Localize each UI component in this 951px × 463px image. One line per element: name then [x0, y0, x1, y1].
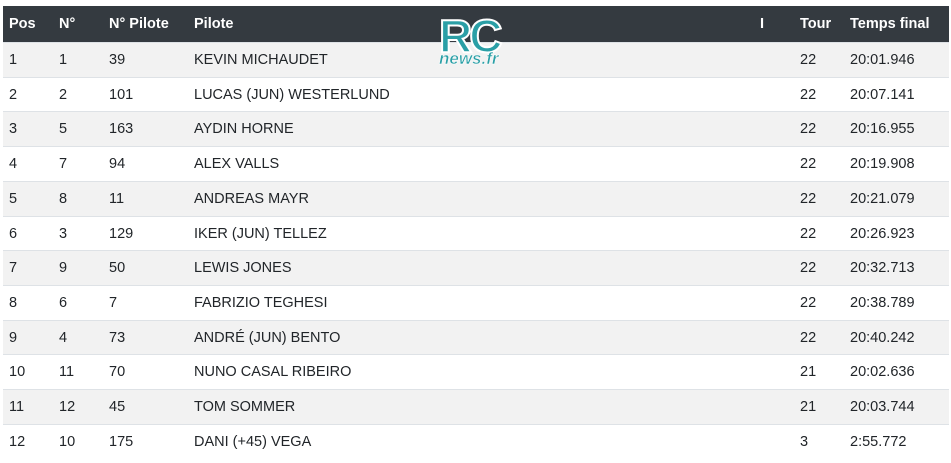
driver-number-cell: 70 [109, 364, 126, 381]
driver-cell: ANDREAS MAYR [194, 190, 309, 207]
header-cell: N° [59, 16, 76, 32]
number-cell: 9 [59, 260, 68, 277]
final-time-cell: 2:55.772 [850, 433, 907, 450]
number-cell: 6 [59, 294, 68, 311]
table-row: 11 12 45 TOM SOMMER 21 20:03.744 [3, 389, 949, 424]
driver-cell: IKER (JUN) TELLEZ [194, 225, 327, 242]
pos-cell: 2 [9, 86, 18, 103]
table-header: Pos N° N° Pilote Pilote I Tour Temps final [3, 6, 949, 42]
driver-number-cell: 101 [109, 86, 134, 103]
laps-cell: 22 [800, 225, 817, 242]
final-time-cell: 20:40.242 [850, 329, 915, 346]
laps-cell: 22 [800, 86, 817, 103]
pos-cell: 11 [9, 399, 25, 415]
logo-main: RC [438, 9, 503, 63]
header-cell: Pilote [194, 16, 234, 32]
driver-number-cell: 129 [109, 225, 134, 242]
driver-cell: DANI (+45) VEGA [194, 433, 312, 450]
laps-cell: 21 [800, 399, 817, 415]
driver-number-cell: 163 [109, 121, 134, 138]
final-time-cell: 20:21.079 [850, 190, 915, 207]
pos-cell: 9 [9, 329, 18, 346]
driver-cell: AYDIN HORNE [194, 121, 294, 138]
laps-cell: 22 [800, 294, 817, 311]
laps-cell: 22 [800, 329, 817, 346]
table-row: 8 6 7 FABRIZIO TEGHESI 22 20:38.789 [3, 284, 949, 320]
pos-cell: 12 [9, 433, 26, 450]
table-row: 10 11 70 NUNO CASAL RIBEIRO 21 20:02.636 [3, 354, 949, 390]
laps-cell: 22 [800, 52, 817, 68]
number-cell: 8 [59, 190, 68, 207]
table-row: 1 1 39 KEVIN MICHAUDET 22 20:01.946 [3, 42, 949, 77]
driver-number-cell: 7 [109, 294, 118, 311]
header-cell: Pos [9, 16, 36, 32]
table-row: 5 8 11 ANDREAS MAYR 22 20:21.079 [3, 180, 949, 216]
logo: RC news.fr [437, 9, 515, 69]
driver-cell: TOM SOMMER [194, 399, 296, 415]
final-time-cell: 20:02.636 [850, 364, 915, 381]
driver-number-cell: 73 [109, 329, 126, 346]
number-cell: 1 [59, 52, 68, 68]
final-time-cell: 20:01.946 [850, 52, 915, 68]
laps-cell: 3 [800, 433, 809, 450]
pos-cell: 7 [9, 260, 18, 277]
header-cell: I [760, 16, 765, 32]
driver-cell: FABRIZIO TEGHESI [194, 294, 328, 311]
number-cell: 12 [59, 399, 76, 415]
driver-number-cell: 94 [109, 156, 126, 173]
driver-number-cell: 39 [109, 52, 126, 68]
final-time-cell: 20:26.923 [850, 225, 915, 242]
table-row: 3 5 163 AYDIN HORNE 22 20:16.955 [3, 111, 949, 147]
laps-cell: 21 [800, 364, 817, 381]
number-cell: 11 [59, 364, 75, 381]
driver-cell: NUNO CASAL RIBEIRO [194, 364, 352, 381]
pos-cell: 10 [9, 364, 26, 381]
final-time-cell: 20:32.713 [850, 260, 915, 277]
header-cell: Tour [800, 16, 832, 32]
pos-cell: 8 [9, 294, 18, 311]
driver-cell: LEWIS JONES [194, 260, 292, 277]
pos-cell: 6 [9, 225, 18, 242]
laps-cell: 22 [800, 260, 817, 277]
logo-sub: news.fr [439, 49, 499, 69]
pos-cell: 3 [9, 121, 18, 138]
final-time-cell: 20:16.955 [850, 121, 915, 138]
table-row: 12 10 175 DANI (+45) VEGA 3 2:55.772 [3, 423, 949, 459]
table-row: 6 3 129 IKER (JUN) TELLEZ 22 20:26.923 [3, 215, 949, 251]
number-cell: 7 [59, 156, 68, 173]
driver-number-cell: 175 [109, 433, 134, 450]
driver-number-cell: 11 [109, 190, 125, 207]
header-cell: Temps final [850, 16, 930, 32]
number-cell: 3 [59, 225, 68, 242]
laps-cell: 22 [800, 156, 817, 173]
final-time-cell: 20:07.141 [850, 86, 915, 103]
driver-cell: LUCAS (JUN) WESTERLUND [194, 86, 390, 103]
pos-cell: 1 [9, 52, 18, 68]
header-cell: N° Pilote [109, 16, 169, 32]
number-cell: 10 [59, 433, 76, 450]
number-cell: 4 [59, 329, 68, 346]
final-time-cell: 20:38.789 [850, 294, 915, 311]
pos-cell: 5 [9, 190, 18, 207]
laps-cell: 22 [800, 190, 817, 207]
table-row: 7 9 50 LEWIS JONES 22 20:32.713 [3, 250, 949, 286]
driver-number-cell: 50 [109, 260, 126, 277]
table-row: 4 7 94 ALEX VALLS 22 20:19.908 [3, 146, 949, 182]
driver-cell: ANDRÉ (JUN) BENTO [194, 329, 341, 346]
table-row: 9 4 73 ANDRÉ (JUN) BENTO 22 20:40.242 [3, 319, 949, 355]
number-cell: 5 [59, 121, 68, 138]
laps-cell: 22 [800, 121, 817, 138]
final-time-cell: 20:19.908 [850, 156, 915, 173]
final-time-cell: 20:03.744 [850, 399, 915, 415]
table-row: 2 2 101 LUCAS (JUN) WESTERLUND 22 20:07.141 [3, 76, 949, 112]
driver-cell: KEVIN MICHAUDET [194, 52, 328, 68]
pos-cell: 4 [9, 156, 18, 173]
driver-number-cell: 45 [109, 399, 126, 415]
driver-cell: ALEX VALLS [194, 156, 280, 173]
number-cell: 2 [59, 86, 68, 103]
